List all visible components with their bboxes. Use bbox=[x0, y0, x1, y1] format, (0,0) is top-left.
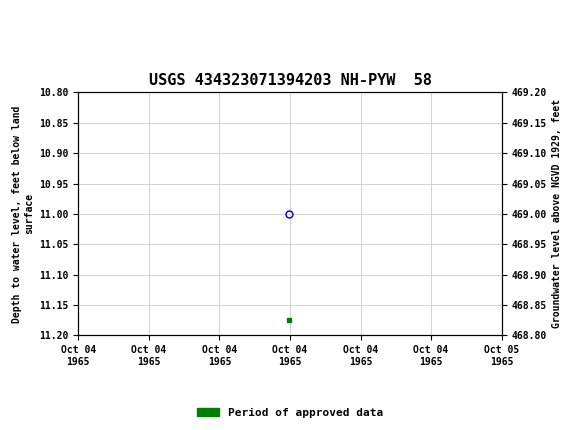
Y-axis label: Depth to water level, feet below land
surface: Depth to water level, feet below land su… bbox=[12, 105, 34, 322]
Legend: Period of approved data: Period of approved data bbox=[193, 403, 387, 422]
Text: USGS 434323071394203 NH-PYW  58: USGS 434323071394203 NH-PYW 58 bbox=[148, 73, 432, 88]
Text: USGS: USGS bbox=[37, 13, 84, 28]
Y-axis label: Groundwater level above NGVD 1929, feet: Groundwater level above NGVD 1929, feet bbox=[552, 99, 562, 329]
